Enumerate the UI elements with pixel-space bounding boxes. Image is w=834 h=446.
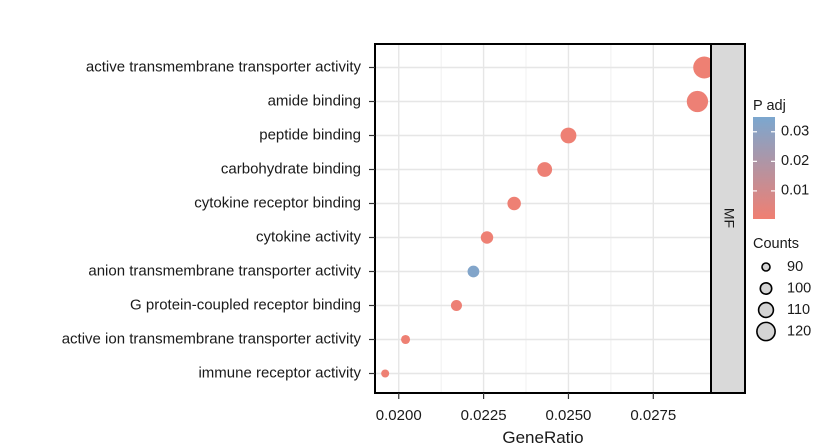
data-point <box>480 231 494 244</box>
data-point <box>450 299 462 312</box>
size-legend-label: 100 <box>787 280 811 296</box>
x-tick-label: 0.0275 <box>630 407 676 424</box>
size-legend-label: 120 <box>787 323 811 339</box>
data-point <box>381 369 390 378</box>
data-point <box>693 56 716 79</box>
facet-strip: MF <box>710 43 746 394</box>
size-legend-key <box>757 301 775 319</box>
x-tick-label: 0.0250 <box>546 407 592 424</box>
y-tick-label: cytokine receptor binding <box>194 194 361 211</box>
y-tick-label: immune receptor activity <box>198 364 361 381</box>
data-point <box>537 162 553 177</box>
color-legend: P adj 0.03 0.02 0.01 <box>753 98 809 219</box>
color-legend-title: P adj <box>753 98 786 114</box>
color-legend-label: 0.01 <box>781 183 809 199</box>
facet-strip-label: MF <box>721 208 737 228</box>
x-tick-label: 0.0225 <box>461 407 507 424</box>
y-tick-label: peptide binding <box>259 126 361 143</box>
y-tick-label: cytokine activity <box>256 228 362 245</box>
color-legend-label: 0.02 <box>781 153 809 169</box>
y-tick-label: active transmembrane transporter activit… <box>86 58 362 75</box>
facet-strip-box <box>710 43 746 394</box>
grid <box>375 44 711 393</box>
color-legend-label: 0.03 <box>781 124 809 140</box>
points <box>381 56 716 378</box>
y-tick-label: active ion transmembrane transporter act… <box>62 330 362 347</box>
size-legend: Counts 90 100 110 120 <box>753 236 811 342</box>
size-legend-key <box>761 262 771 272</box>
x-tick-label: 0.0200 <box>376 407 422 424</box>
size-legend-label: 90 <box>787 259 803 275</box>
y-tick-label: amide binding <box>268 92 361 109</box>
y-tick-label: carbohydrate binding <box>221 160 361 177</box>
data-point <box>686 90 709 113</box>
y-tick-label: G protein-coupled receptor binding <box>130 296 361 313</box>
y-tick-label: anion transmembrane transporter activity <box>88 262 361 279</box>
size-legend-title: Counts <box>753 236 799 252</box>
data-point <box>401 334 411 345</box>
size-legend-label: 110 <box>787 302 810 318</box>
plot-panel <box>374 43 712 394</box>
data-point <box>560 127 577 144</box>
size-legend-key <box>756 321 776 342</box>
data-point <box>507 196 521 211</box>
x-axis: 0.0200 0.0225 0.0250 0.0275 <box>376 393 676 424</box>
x-axis-title: GeneRatio <box>502 428 583 446</box>
color-legend-bar <box>753 117 775 219</box>
data-point <box>467 265 480 278</box>
size-legend-key <box>759 281 773 296</box>
y-axis: active transmembrane transporter activit… <box>62 58 375 381</box>
